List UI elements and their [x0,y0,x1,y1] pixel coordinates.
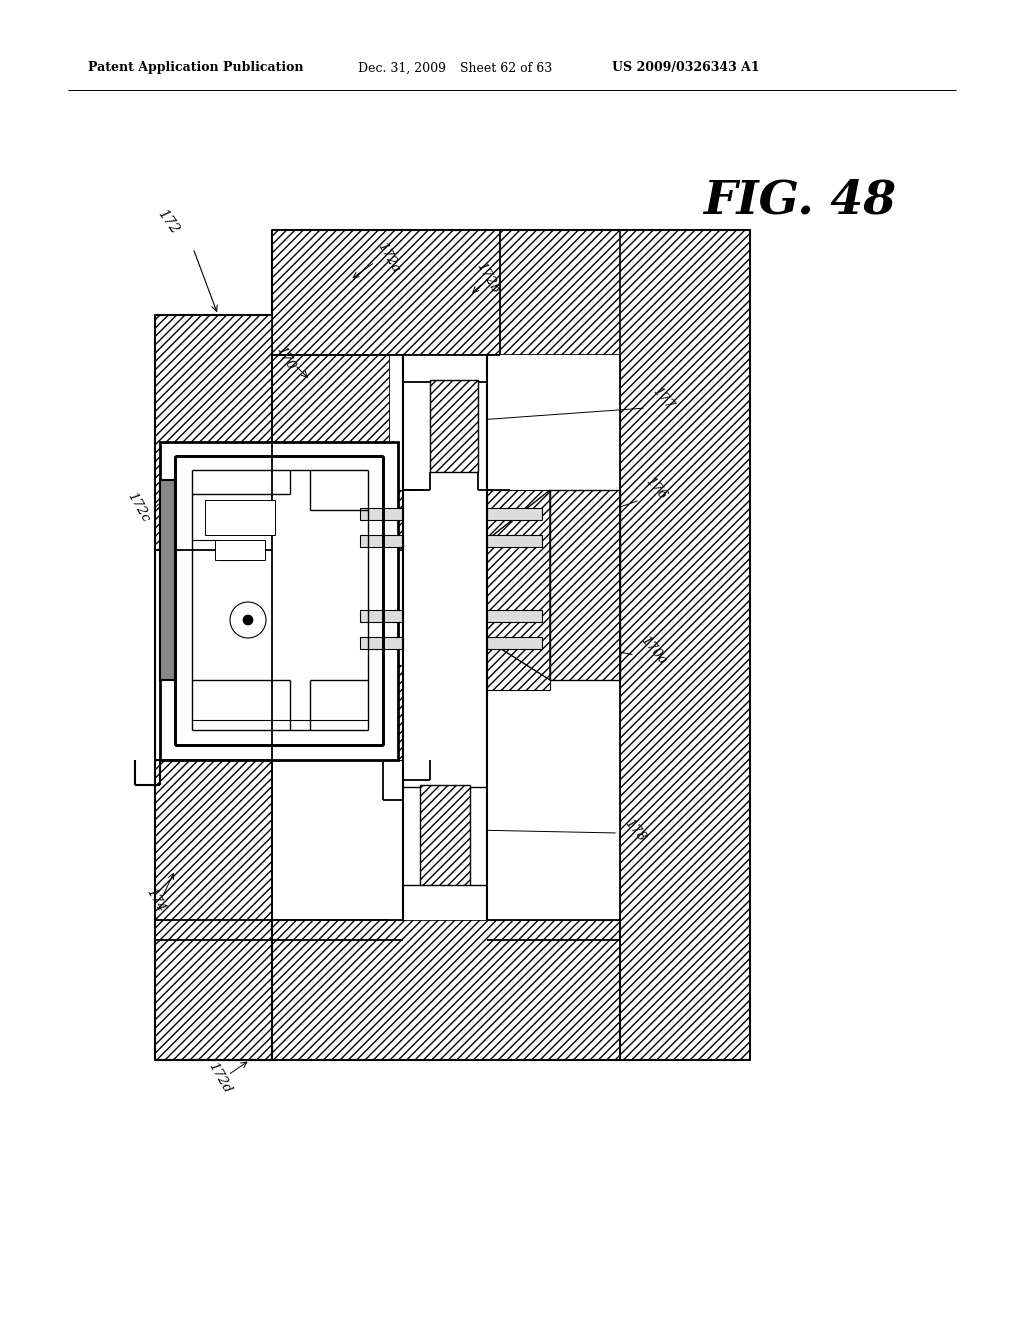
Bar [487,638,542,649]
Bar [360,508,403,520]
Text: 176: 176 [643,474,669,502]
Bar [205,500,275,535]
Polygon shape [487,490,550,680]
Bar [430,380,478,473]
Bar [360,610,403,622]
Bar [176,457,382,744]
Bar [360,638,403,649]
Text: 177: 177 [650,384,676,412]
Text: 174: 174 [143,886,167,915]
Text: 170a: 170a [638,634,669,667]
Bar [487,508,542,520]
Text: FIG. 48: FIG. 48 [703,177,897,223]
Text: 172: 172 [155,207,181,236]
Bar [160,480,175,680]
Text: 170: 170 [273,345,297,372]
Bar [272,920,620,1060]
Text: Sheet 62 of 63: Sheet 62 of 63 [460,62,552,74]
Bar [155,760,272,1060]
Bar [620,230,750,1060]
Bar [155,315,272,550]
Text: US 2009/0326343 A1: US 2009/0326343 A1 [612,62,760,74]
Text: 172a: 172a [374,240,401,276]
Bar [160,442,398,760]
Bar [487,610,542,622]
Bar [487,490,550,690]
Bar [390,355,500,920]
Text: 172b: 172b [474,260,502,296]
Text: Patent Application Publication: Patent Application Publication [88,62,303,74]
Text: 178: 178 [622,816,648,843]
Bar [487,535,542,546]
Bar [360,535,403,546]
Bar [420,785,470,884]
Text: 172c: 172c [124,490,152,524]
Bar [272,230,750,355]
Text: Dec. 31, 2009: Dec. 31, 2009 [358,62,446,74]
Bar [272,355,390,490]
Bar [215,540,265,560]
Bar [272,490,403,550]
Bar [272,665,403,760]
Bar [550,490,620,680]
Bar [500,355,620,920]
Bar [404,356,486,919]
Text: 172d: 172d [206,1060,234,1096]
Circle shape [243,615,253,624]
